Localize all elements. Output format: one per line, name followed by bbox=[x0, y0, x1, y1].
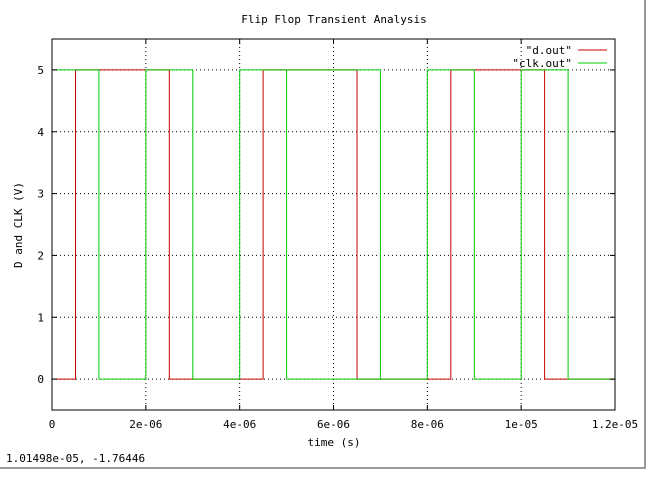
y-tick-label: 3 bbox=[37, 188, 44, 201]
coordinate-readout: 1.01498e-05, -1.76446 bbox=[6, 452, 146, 465]
plot-frame bbox=[51, 38, 616, 411]
x-tick-label: 4e-06 bbox=[223, 418, 256, 431]
legend: "d.out""clk.out" bbox=[512, 44, 607, 70]
x-tick-label: 6e-06 bbox=[317, 418, 350, 431]
y-tick-label: 2 bbox=[37, 249, 44, 262]
legend-label: "clk.out" bbox=[512, 57, 572, 70]
y-tick-label: 1 bbox=[37, 311, 44, 324]
y-axis-label: D and CLK (V) bbox=[12, 182, 25, 268]
y-tick-label: 5 bbox=[37, 64, 44, 77]
chart-title: Flip Flop Transient Analysis bbox=[241, 13, 426, 26]
d-out-series bbox=[52, 69, 615, 380]
clk-out-series bbox=[52, 69, 615, 380]
y-tick-label: 4 bbox=[37, 126, 44, 139]
y-tick-label: 0 bbox=[37, 373, 44, 386]
plot-area[interactable]: 0 2e-06 4e-06 6e-06 8e-06 1e-05 1.2e-05012345 … bbox=[0, 0, 644, 467]
gnuplot-window: 0 2e-06 4e-06 6e-06 8e-06 1e-05 1.2e-05 0 1 2 3 4 5 … bbox=[0, 0, 646, 469]
x-tick-label: 8e-06 bbox=[411, 418, 444, 431]
x-tick-label: 0 bbox=[49, 418, 56, 431]
ticks: 0 2e-06 4e-06 6e-06 8e-06 1e-05 1.2e-05 0 1 2 3 4 5 bbox=[37, 39, 638, 431]
legend-label: "d.out" bbox=[526, 44, 572, 57]
series-layer bbox=[52, 69, 615, 380]
x-axis-label: time (s) bbox=[308, 436, 361, 449]
x-tick-label: 1e-05 bbox=[505, 418, 538, 431]
x-tick-label: 2e-06 bbox=[129, 418, 162, 431]
window-bottom-strip bbox=[0, 469, 648, 489]
grid bbox=[52, 39, 615, 410]
x-tick-label: 1.2e-05 bbox=[592, 418, 638, 431]
